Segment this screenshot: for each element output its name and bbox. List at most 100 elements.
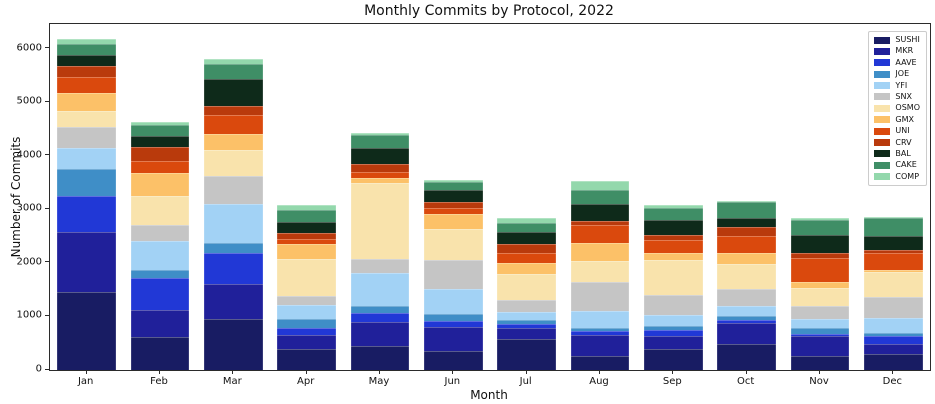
bar-segment xyxy=(130,336,190,370)
bar-segment xyxy=(350,134,410,148)
bar-segment xyxy=(570,261,630,283)
bar-segment xyxy=(204,64,263,79)
x-tick-mark xyxy=(672,370,674,374)
bar-segment xyxy=(864,217,923,219)
bar-segment xyxy=(204,105,263,116)
bar-segment xyxy=(864,333,923,337)
bar-segment xyxy=(864,269,923,272)
x-tick-mark xyxy=(819,370,820,374)
bar-segment xyxy=(864,317,923,334)
x-tick-mark xyxy=(379,370,380,374)
bar-segment xyxy=(570,243,630,262)
bar-segment xyxy=(644,329,703,336)
x-tick-label: Nov xyxy=(809,376,829,387)
bar-segment xyxy=(277,232,336,240)
bar-segment xyxy=(424,228,483,261)
bar-group xyxy=(57,24,116,370)
bar-segment xyxy=(277,204,336,211)
bar-segment xyxy=(130,135,190,147)
bar-segment xyxy=(497,232,556,245)
legend-item: GMX xyxy=(874,115,920,124)
bar-group xyxy=(644,24,703,370)
bar-segment xyxy=(497,244,556,253)
bar-segment xyxy=(497,299,556,312)
x-tick-label: Jun xyxy=(444,376,461,387)
bar-segment xyxy=(717,200,776,203)
x-tick-mark xyxy=(452,370,454,374)
bar-segment xyxy=(570,356,630,370)
bar-segment xyxy=(424,288,483,314)
bar-segment xyxy=(644,259,703,296)
bar-segment xyxy=(424,208,483,214)
y-tick-mark xyxy=(45,207,49,209)
x-tick-mark xyxy=(892,370,894,374)
bar-segment xyxy=(57,169,116,197)
bar-segment xyxy=(790,355,850,370)
bar-segment xyxy=(570,221,630,226)
bar-segment xyxy=(204,59,263,65)
bar-segment xyxy=(350,346,410,370)
bar-segment xyxy=(790,219,850,236)
bar-segment xyxy=(790,253,850,258)
bar-segment xyxy=(130,196,190,225)
y-tick-label: 5000 xyxy=(16,95,42,107)
bar-segment xyxy=(277,296,336,306)
bar-segment xyxy=(424,321,483,328)
x-tick-mark xyxy=(232,370,234,374)
bar-segment xyxy=(717,253,776,264)
x-tick-label: Dec xyxy=(882,376,903,387)
bar-segment xyxy=(644,234,703,241)
bar-segment xyxy=(130,224,190,241)
bar-segment xyxy=(644,220,703,235)
bar-segment xyxy=(424,350,483,370)
bar-segment xyxy=(277,348,336,370)
bar-segment xyxy=(350,177,410,183)
bar-segment xyxy=(130,121,190,126)
legend-item: COMP xyxy=(874,172,920,181)
x-tick-label: Oct xyxy=(737,376,755,387)
bar-segment xyxy=(204,78,263,106)
y-tick-mark xyxy=(45,154,49,156)
bar-segment xyxy=(204,150,263,177)
bar-segment xyxy=(57,127,116,149)
legend-item: AAVE xyxy=(874,58,920,67)
bar-group xyxy=(717,24,776,370)
bar-segment xyxy=(350,259,410,273)
bar-segment xyxy=(350,133,410,135)
bar-segment xyxy=(277,327,336,336)
bar-segment xyxy=(790,319,850,328)
bar-segment xyxy=(204,133,263,151)
bar-segment xyxy=(864,353,923,370)
y-tick-label: 1000 xyxy=(16,309,42,321)
bar-segment xyxy=(57,93,116,111)
x-tick-mark xyxy=(305,370,307,374)
bar-segment xyxy=(717,218,776,227)
bar-segment xyxy=(717,263,776,290)
bar-segment xyxy=(717,235,776,254)
bar-segment xyxy=(57,292,116,370)
y-tick-mark xyxy=(45,100,49,102)
bar-segment xyxy=(350,321,410,347)
bar-segment xyxy=(790,333,850,337)
legend-swatch xyxy=(874,161,891,169)
bar-group xyxy=(130,24,190,370)
bar-segment xyxy=(57,148,116,170)
bar-segment xyxy=(277,244,336,260)
legend-item: BAL xyxy=(874,149,920,158)
y-axis-label: Number of Commits xyxy=(9,136,23,258)
bar-segment xyxy=(204,115,263,134)
bar-segment xyxy=(570,282,630,312)
bar-segment xyxy=(790,327,850,334)
legend-swatch xyxy=(874,139,891,147)
y-tick-mark xyxy=(45,261,49,263)
bar-segment xyxy=(277,239,336,245)
bar-segment xyxy=(644,349,703,370)
bar-segment xyxy=(644,253,703,260)
x-tick-mark xyxy=(85,370,87,374)
x-tick-label: Sep xyxy=(662,376,682,387)
bar-segment xyxy=(644,204,703,208)
legend-label: OSMO xyxy=(895,103,920,113)
bar-segment xyxy=(790,217,850,220)
bar-segment xyxy=(277,222,336,233)
